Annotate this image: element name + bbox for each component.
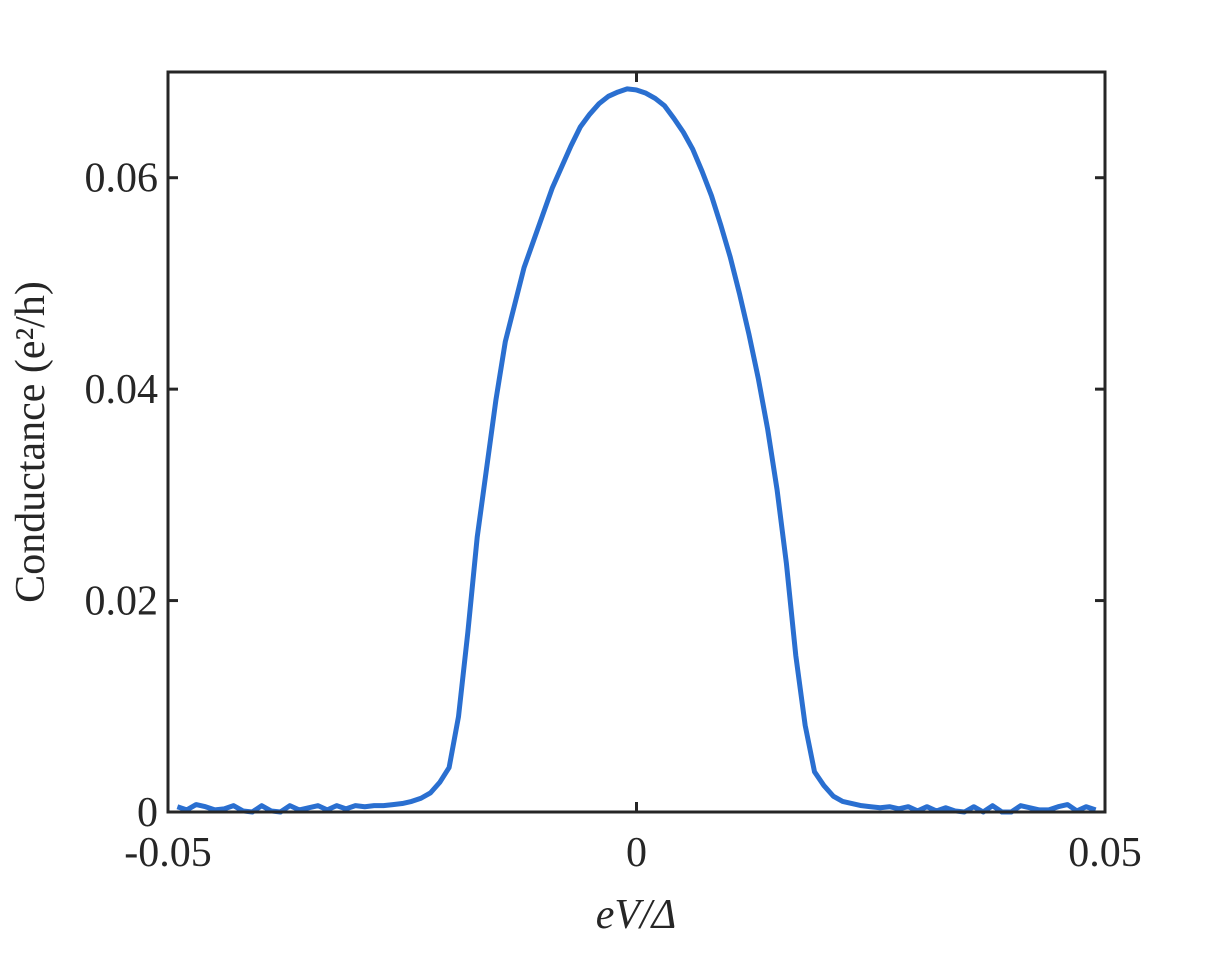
y-tick-label: 0 xyxy=(137,790,158,836)
y-tick-label: 0.02 xyxy=(85,579,159,625)
x-axis-label: eV/Δ xyxy=(596,892,677,938)
y-tick-label: 0.06 xyxy=(85,156,159,202)
data-line xyxy=(176,86,1097,815)
x-tick-label: 0 xyxy=(626,830,647,876)
x-tick-label: 0.05 xyxy=(1068,830,1142,876)
plot-frame xyxy=(166,70,1107,814)
y-axis-label: Conductance (e²/h) xyxy=(8,281,54,603)
x-tick-label: -0.05 xyxy=(124,830,212,876)
y-tick-label: 0.04 xyxy=(85,367,159,413)
